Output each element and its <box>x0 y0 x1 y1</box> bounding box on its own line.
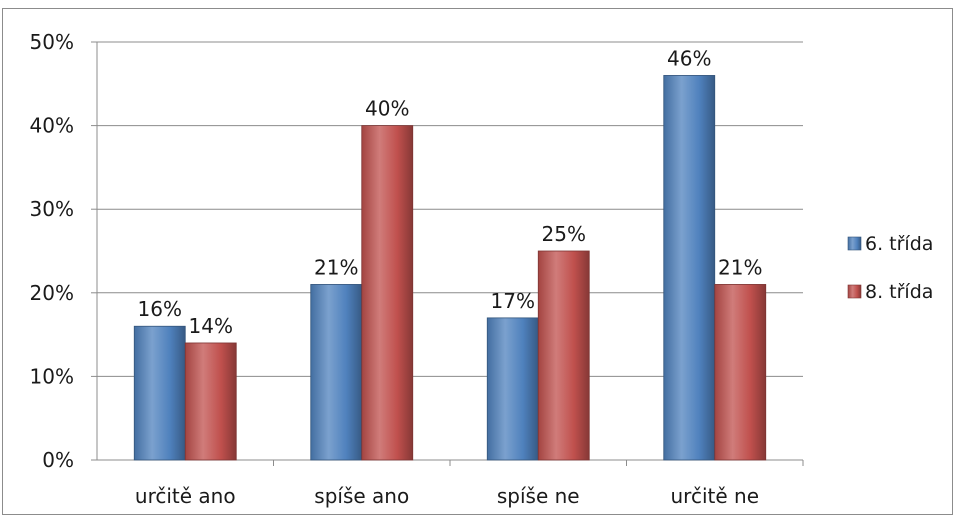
bar <box>486 317 539 461</box>
y-tick-label: 30% <box>30 197 74 221</box>
bar <box>133 325 186 461</box>
category-label: určitě ne <box>671 484 760 508</box>
y-tick-label: 40% <box>30 114 74 138</box>
data-label: 21% <box>314 255 358 279</box>
bar <box>663 75 716 461</box>
category-label: spíše ano <box>314 484 409 508</box>
bar <box>361 125 414 461</box>
data-label: 17% <box>491 289 535 313</box>
data-label: 21% <box>718 255 762 279</box>
bar <box>184 342 237 461</box>
bar <box>310 284 363 461</box>
data-label: 40% <box>365 97 409 121</box>
bar <box>714 284 767 461</box>
y-tick-label: 20% <box>30 281 74 305</box>
y-tick-label: 10% <box>30 364 74 388</box>
category-label: určitě ano <box>135 484 236 508</box>
legend-swatch <box>847 236 862 251</box>
y-tick-label: 50% <box>30 30 74 54</box>
data-label: 25% <box>542 222 586 246</box>
legend-label: 6. třída <box>865 233 933 255</box>
data-label: 16% <box>138 297 182 321</box>
y-tick-label: 0% <box>42 448 74 472</box>
data-label: 46% <box>667 46 711 70</box>
data-label: 14% <box>189 314 233 338</box>
legend-swatch <box>847 284 862 299</box>
chart-frame <box>2 8 953 515</box>
legend-label: 8. třída <box>865 281 933 303</box>
category-label: spíše ne <box>497 484 580 508</box>
bar <box>537 250 590 461</box>
